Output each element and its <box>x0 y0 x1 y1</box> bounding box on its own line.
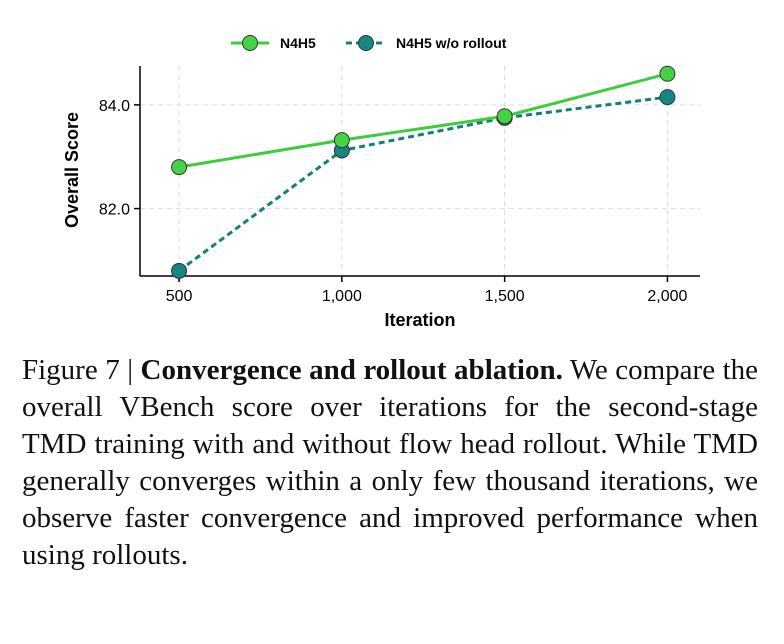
x-tick-label: 1,500 <box>485 288 525 305</box>
legend-item-n4h5-wo-rollout: N4H5 w/o rollout <box>346 35 507 51</box>
x-tick-label: 1,000 <box>322 288 362 305</box>
series <box>171 65 676 279</box>
data-point-n4h5-wo-rollout <box>171 262 188 279</box>
y-tick-label: 84.0 <box>99 98 130 115</box>
figure-caption: Figure 7 | Convergence and rollout ablat… <box>22 352 758 574</box>
legend-label-n4h5-wo-rollout: N4H5 w/o rollout <box>396 35 507 51</box>
data-point-n4h5 <box>333 132 350 149</box>
data-point-n4h5-wo-rollout <box>659 89 676 106</box>
series-line-n4h5 <box>178 72 668 169</box>
legend-label-n4h5: N4H5 <box>280 35 316 51</box>
x-tick-label: 500 <box>166 288 193 305</box>
legend: N4H5 N4H5 w/o rollout <box>231 35 507 51</box>
caption-body: We compare the overall VBench score over… <box>22 354 758 571</box>
x-tick-label: 2,000 <box>647 288 687 305</box>
line-chart: N4H5 N4H5 w/o rollout 500 1,000 1,500 2,000… <box>62 35 700 330</box>
y-tick-label: 82.0 <box>99 202 130 219</box>
x-axis-title: Iteration <box>384 310 455 330</box>
caption-figure-label: Figure 7 | <box>22 354 134 386</box>
ticks: 500 1,000 1,500 2,000 82.0 84.0 <box>99 98 688 305</box>
data-point-n4h5 <box>659 65 676 82</box>
data-point-n4h5 <box>171 159 188 176</box>
data-point-n4h5 <box>496 108 513 125</box>
y-axis-title: Overall Score <box>62 112 82 228</box>
legend-item-n4h5: N4H5 <box>231 35 316 51</box>
legend-marker-n4h5 <box>242 35 258 51</box>
legend-marker-n4h5-wo-rollout <box>358 35 374 51</box>
series-line-n4h5-wo-rollout <box>178 95 668 273</box>
grid <box>140 66 700 276</box>
caption-title: Convergence and rollout ablation. <box>140 354 563 386</box>
